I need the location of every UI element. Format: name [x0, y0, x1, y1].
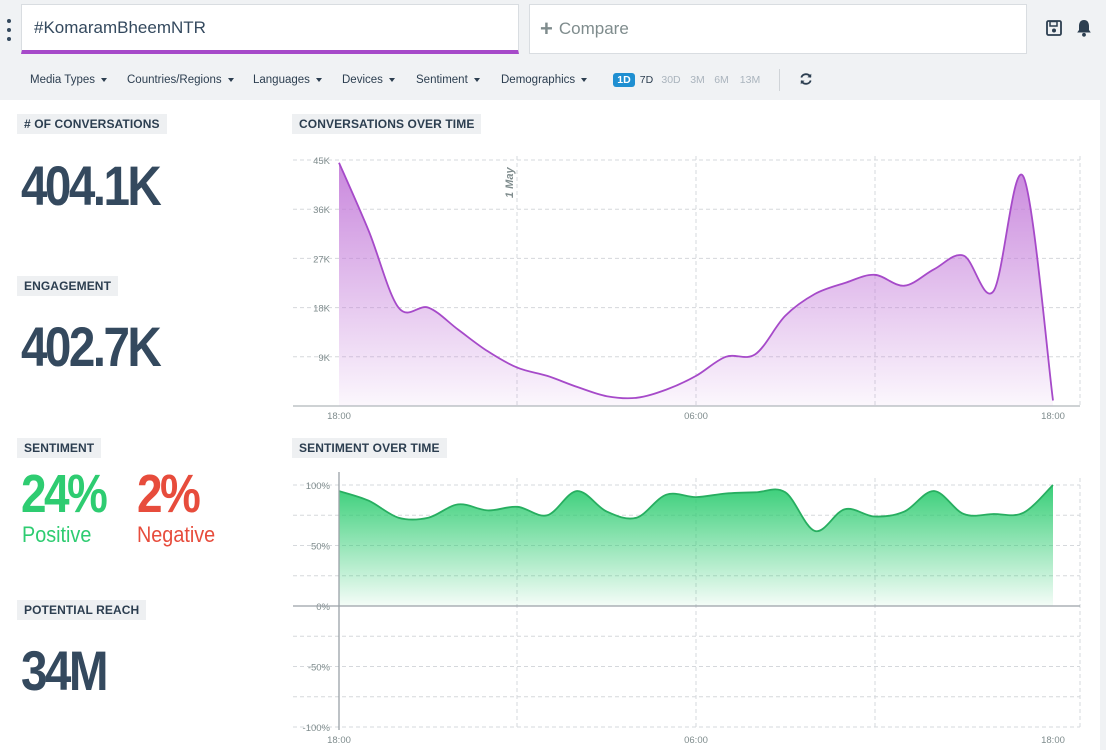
- y-tick-label: 45K: [313, 156, 331, 167]
- negative-label: Negative: [137, 522, 216, 547]
- filter-label: Sentiment: [416, 74, 468, 86]
- reach-value: 34M: [21, 639, 108, 702]
- divider: [779, 69, 780, 91]
- y-tick-label: -100%: [303, 723, 331, 734]
- refresh-icon[interactable]: [799, 72, 813, 86]
- x-tick-label: 18:00: [1041, 411, 1065, 422]
- chevron-down-icon: [227, 78, 234, 82]
- filter-languages[interactable]: Languages: [253, 68, 322, 92]
- scroll-gutter: [1100, 100, 1106, 750]
- series-line: [338, 162, 1054, 401]
- filter-media-types[interactable]: Media Types: [30, 68, 107, 92]
- filter-label: Languages: [253, 74, 310, 86]
- conversations-chart-title: CONVERSATIONS OVER TIME: [292, 114, 482, 134]
- y-tick-label: 27K: [313, 254, 331, 265]
- chevron-down-icon: [388, 78, 395, 82]
- filter-label: Demographics: [501, 74, 576, 86]
- engagement-label: ENGAGEMENT: [17, 276, 119, 296]
- bell-icon[interactable]: [1075, 18, 1093, 38]
- conversations-label: # OF CONVERSATIONS: [17, 114, 167, 134]
- filter-label: Media Types: [30, 74, 95, 86]
- filter-bar: Media Types Countries/Regions Languages …: [0, 68, 1106, 92]
- filter-label: Countries/Regions: [127, 74, 222, 86]
- series-line: [338, 484, 1054, 532]
- range-30d[interactable]: 30D: [661, 74, 681, 86]
- search-input[interactable]: [22, 5, 518, 50]
- compare-button[interactable]: + Compare: [529, 4, 1027, 54]
- x-tick-label: 18:00: [327, 411, 351, 422]
- filter-demographics[interactable]: Demographics: [501, 68, 588, 92]
- more-options-icon[interactable]: [4, 19, 14, 41]
- conversations-chart: 9K 18K 27K 36K 45K 18:00 06:00 18:00 1 May: [293, 156, 1081, 422]
- y-tick-label: 36K: [313, 205, 331, 216]
- plus-icon: +: [540, 16, 553, 41]
- negative-value: 2%: [137, 464, 201, 524]
- filter-devices[interactable]: Devices: [342, 68, 395, 92]
- save-icon[interactable]: [1045, 18, 1063, 38]
- x-tick-label: 18:00: [1041, 735, 1065, 746]
- y-tick-label: 9K: [318, 353, 330, 364]
- filter-countries-regions[interactable]: Countries/Regions: [127, 68, 234, 92]
- range-3m[interactable]: 3M: [690, 74, 705, 86]
- engagement-value: 402.7K: [21, 315, 162, 378]
- range-6m[interactable]: 6M: [714, 74, 729, 86]
- dashboard-panel: [0, 100, 1100, 750]
- date-annotation: 1 May: [504, 167, 516, 198]
- chevron-down-icon: [581, 78, 588, 82]
- range-13m[interactable]: 13M: [739, 74, 761, 86]
- search-field[interactable]: [21, 4, 519, 54]
- compare-label: Compare: [558, 19, 629, 38]
- y-tick-label: 0%: [316, 602, 330, 613]
- x-tick-label: 06:00: [684, 735, 708, 746]
- reach-label: POTENTIAL REACH: [17, 600, 147, 620]
- y-tick-label: 50%: [311, 542, 331, 553]
- conversations-value: 404.1K: [21, 154, 162, 217]
- filter-label: Devices: [342, 74, 383, 86]
- x-tick-label: 06:00: [684, 411, 708, 422]
- sentiment-chart: 100%50%0%-50%-100%18:00 06:00 18:00: [293, 472, 1081, 746]
- y-tick-label: 18K: [313, 304, 331, 315]
- range-1d[interactable]: 1D: [613, 73, 635, 87]
- range-7d[interactable]: 7D: [639, 74, 654, 86]
- chevron-down-icon: [101, 78, 107, 82]
- series-area: [339, 162, 1053, 406]
- positive-value: 24%: [21, 464, 108, 524]
- positive-label: Positive: [22, 522, 92, 547]
- y-tick-label: 100%: [306, 481, 331, 492]
- series-area: [339, 485, 1053, 606]
- chevron-down-icon: [473, 78, 480, 82]
- filter-sentiment[interactable]: Sentiment: [416, 68, 480, 92]
- x-tick-label: 18:00: [327, 735, 351, 746]
- chevron-down-icon: [315, 78, 322, 82]
- y-tick-label: -50%: [308, 663, 331, 674]
- sentiment-label: SENTIMENT: [17, 438, 102, 458]
- sentiment-chart-title: SENTIMENT OVER TIME: [292, 438, 447, 458]
